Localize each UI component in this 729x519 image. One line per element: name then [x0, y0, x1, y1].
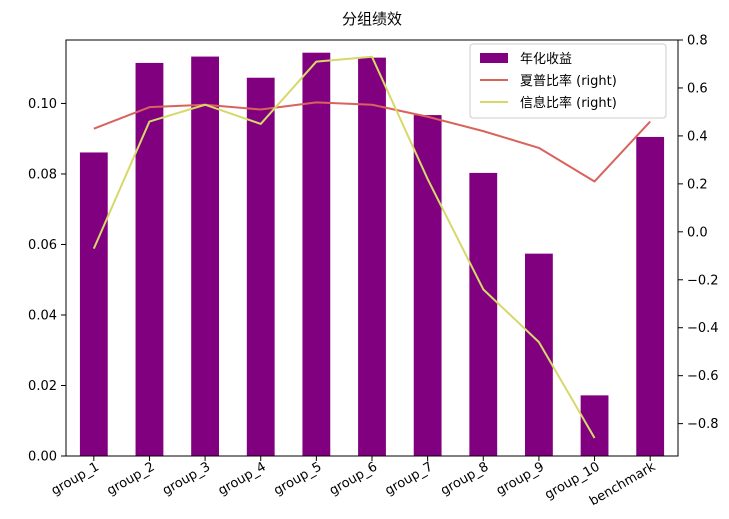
legend-label: 信息比率 (right)	[520, 95, 617, 111]
y-right-tick-label: −0.2	[687, 273, 719, 288]
y-right-tick-label: −0.6	[687, 369, 719, 384]
bar-group_2	[135, 62, 164, 457]
series-line-1	[93, 101, 651, 183]
y-right-tick-label: −0.8	[687, 417, 719, 432]
y-left-tick-label: 0.10	[28, 97, 57, 112]
y-left-tick-label: 0.06	[28, 238, 57, 253]
y-right-tick-label: 0.6	[687, 81, 708, 96]
y-left-tick-label: 0.02	[28, 379, 57, 394]
x-tick-label: group_1	[49, 459, 102, 498]
bar-benchmark	[636, 136, 665, 456]
y-right-tick-label: 0.0	[687, 225, 708, 240]
legend-label: 年化收益	[520, 52, 572, 67]
bar-group_10	[580, 395, 609, 456]
y-right-tick-label: −0.4	[687, 321, 719, 336]
bar-group_9	[525, 253, 553, 456]
bar-group_8	[469, 172, 498, 456]
y-left-tick-label: 0.08	[28, 167, 57, 182]
y-left-tick-label: 0.00	[28, 450, 57, 465]
legend-swatch	[480, 53, 508, 63]
chart-title: 分组绩效	[342, 10, 402, 28]
x-tick-label: group_2	[104, 459, 157, 498]
y-right-tick-label: 0.4	[687, 129, 708, 144]
x-tick-label: group_6	[327, 459, 380, 498]
x-tick-label: group_9	[494, 459, 547, 498]
bar-group_1	[79, 152, 108, 456]
bar-group_7	[413, 115, 442, 456]
bar-group_5	[302, 52, 331, 456]
y-right-tick-label: 0.8	[687, 34, 708, 49]
legend-label: 夏普比率 (right)	[520, 73, 617, 89]
legend-box	[469, 43, 667, 119]
x-tick-label: group_4	[216, 459, 269, 498]
x-tick-label: group_5	[271, 459, 324, 498]
y-left-tick-label: 0.04	[28, 308, 57, 323]
x-tick-label: group_3	[160, 459, 213, 498]
bar-group_4	[246, 77, 275, 456]
series-line-2	[92, 55, 596, 439]
bar-group_6	[358, 57, 386, 456]
x-tick-label: group_8	[438, 459, 491, 498]
x-tick-label: group_7	[383, 459, 436, 498]
y-right-tick-label: 0.2	[687, 177, 708, 192]
bar-group_3	[191, 56, 219, 456]
